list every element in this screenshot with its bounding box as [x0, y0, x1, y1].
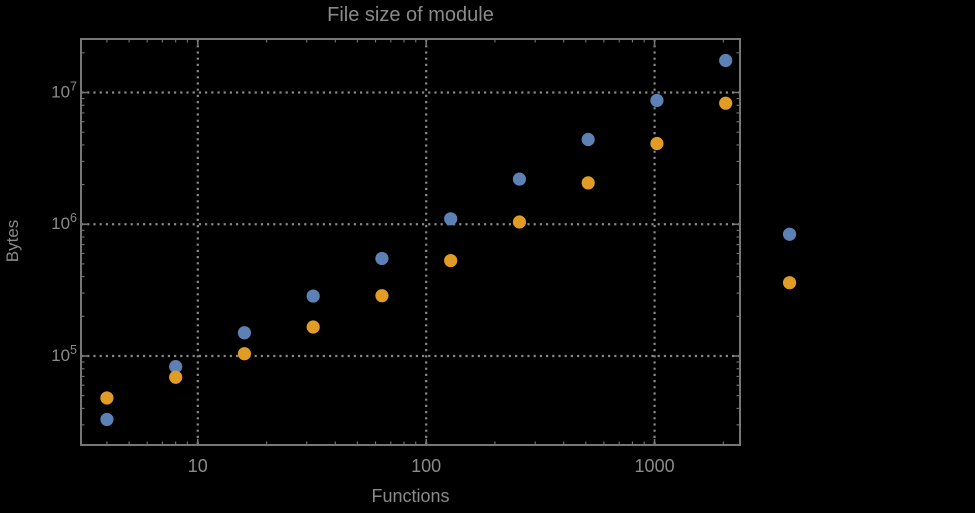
- x-axis-label: Functions: [371, 486, 450, 506]
- data-point-series-1-blue: [581, 132, 595, 147]
- data-point-series-1-blue: [306, 289, 320, 303]
- x-tick-label: 10: [188, 456, 208, 476]
- data-point-series-2-orange: [237, 347, 252, 361]
- data-point-series-1-blue: [375, 251, 389, 266]
- plot-frame: [80, 38, 741, 446]
- data-point-series-2-orange: [719, 96, 733, 110]
- x-tick-label: 1000: [635, 456, 675, 476]
- y-tick-label: 105: [51, 343, 77, 365]
- data-point-series-2-orange: [782, 276, 797, 290]
- data-point-series-1-blue: [237, 326, 252, 340]
- data-point-series-1-blue: [100, 412, 114, 427]
- data-point-series-1-blue: [719, 53, 733, 68]
- data-point-series-2-orange: [306, 320, 320, 334]
- x-tick-label: 100: [411, 456, 441, 476]
- data-point-series-1-blue: [650, 93, 664, 108]
- data-point-series-2-orange: [512, 215, 527, 229]
- data-point-series-2-orange: [581, 176, 595, 190]
- data-point-series-1-blue: [782, 227, 797, 241]
- data-point-series-2-orange: [169, 370, 183, 384]
- y-tick-label: 107: [51, 80, 77, 102]
- data-point-series-2-orange: [444, 253, 458, 268]
- plot-title: File size of module: [327, 4, 494, 26]
- data-point-series-2-orange: [375, 289, 389, 303]
- data-point-series-1-blue: [512, 172, 527, 186]
- y-tick-label: 106: [51, 211, 77, 233]
- data-point-series-1-blue: [169, 360, 183, 374]
- data-point-series-2-orange: [650, 136, 664, 151]
- data-point-series-1-blue: [444, 212, 458, 226]
- data-point-series-2-orange: [100, 391, 114, 405]
